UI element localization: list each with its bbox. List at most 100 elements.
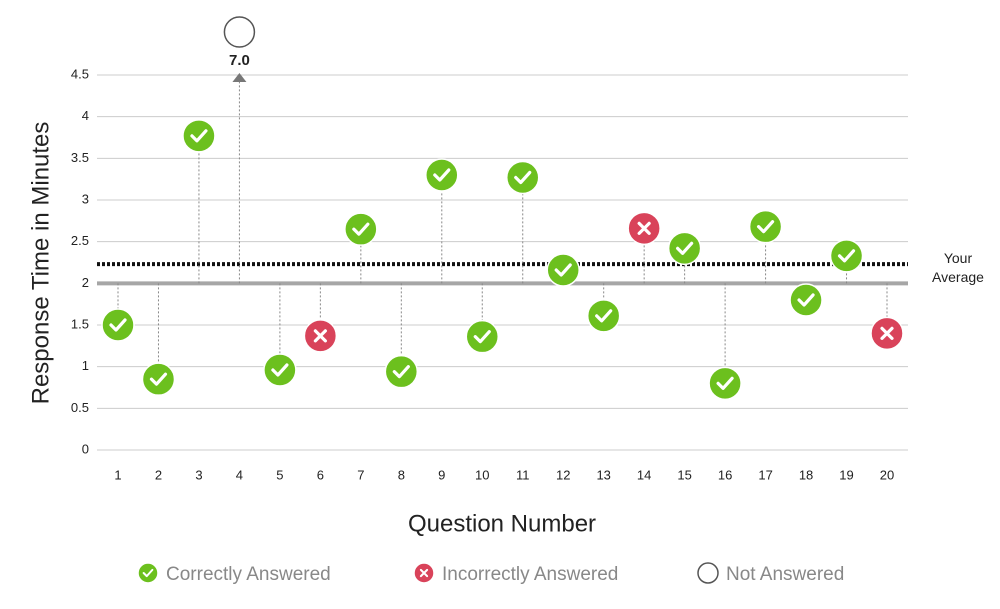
marker-circle xyxy=(465,319,500,354)
x-tick-label: 7 xyxy=(357,467,364,482)
marker-glyph xyxy=(313,329,327,343)
marker-circle xyxy=(101,308,135,342)
marker-circle xyxy=(223,16,256,48)
marker-glyph xyxy=(716,376,734,390)
y-tick-label: 1.5 xyxy=(71,316,89,331)
marker-glyph xyxy=(433,168,451,182)
marker xyxy=(425,158,459,192)
marker xyxy=(586,299,621,333)
marker-circle xyxy=(384,354,419,389)
x-axis-label: Question Number xyxy=(408,510,596,537)
legend-item: Not Answered xyxy=(697,562,844,585)
marker xyxy=(708,366,742,401)
marker xyxy=(627,211,661,246)
marker xyxy=(789,283,823,317)
marker-circle xyxy=(546,253,580,287)
marker-glyph xyxy=(109,318,127,332)
marker xyxy=(870,316,904,351)
y-tick-label: 2.5 xyxy=(71,233,89,248)
marker-circle xyxy=(505,160,540,195)
x-tick-label: 18 xyxy=(799,467,813,482)
x-tick-label: 6 xyxy=(317,467,324,482)
marker-glyph xyxy=(352,222,370,236)
legend-item: Incorrectly Answered xyxy=(413,562,618,585)
marker-glyph xyxy=(676,241,694,255)
y-tick-label: 3 xyxy=(82,191,89,206)
marker-glyph xyxy=(473,330,491,344)
marker-circle xyxy=(425,158,459,192)
y-tick-label: 4 xyxy=(82,108,89,123)
x-tick-label: 16 xyxy=(718,467,732,482)
overflow-arrow xyxy=(232,73,247,82)
marker-glyph xyxy=(756,220,775,234)
marker-glyph xyxy=(797,293,815,307)
marker xyxy=(303,319,338,353)
marker xyxy=(384,354,419,389)
marker-glyph xyxy=(271,363,289,377)
marker-glyph xyxy=(880,326,894,340)
x-tick-label: 12 xyxy=(556,467,570,482)
y-tick-label: 2 xyxy=(82,275,89,290)
legend-label: Incorrectly Answered xyxy=(442,564,618,585)
y-tick-label: 4.5 xyxy=(71,66,89,81)
marker xyxy=(137,562,159,584)
marker xyxy=(344,212,378,246)
marker xyxy=(829,239,864,273)
marker-glyph xyxy=(595,309,613,323)
marker-circle xyxy=(182,119,216,153)
marker-circle xyxy=(137,562,159,584)
marker xyxy=(182,119,216,153)
legend-label: Not Answered xyxy=(726,564,844,585)
marker-glyph xyxy=(637,221,651,235)
y-tick-label: 3.5 xyxy=(71,150,89,165)
marker-circle xyxy=(586,299,621,333)
marker-circle xyxy=(708,366,742,401)
marker-circle xyxy=(667,231,702,266)
marker-glyph xyxy=(149,372,168,386)
marker-circle xyxy=(344,212,378,246)
y-tick-label: 0.5 xyxy=(71,400,89,415)
marker-glyph xyxy=(837,249,856,263)
x-tick-label: 9 xyxy=(438,467,445,482)
marker-glyph xyxy=(190,129,208,143)
marker-circle xyxy=(697,562,719,584)
x-tick-label: 15 xyxy=(677,467,691,482)
x-tick-label: 5 xyxy=(276,467,283,482)
x-tick-label: 19 xyxy=(839,467,853,482)
marker-glyph xyxy=(392,365,410,379)
marker-circle xyxy=(141,362,176,396)
marker xyxy=(667,231,702,266)
x-tick-label: 8 xyxy=(398,467,405,482)
marker xyxy=(263,353,297,387)
average-label: Your Average xyxy=(932,250,984,286)
marker xyxy=(546,253,580,287)
legend-item: Correctly Answered xyxy=(137,562,331,585)
marker xyxy=(101,308,135,342)
marker-circle xyxy=(789,283,823,317)
legend-label: Correctly Answered xyxy=(166,564,331,585)
marker-glyph xyxy=(514,170,532,185)
x-tick-label: 13 xyxy=(596,467,610,482)
x-tick-label: 4 xyxy=(236,467,243,482)
x-tick-label: 1 xyxy=(114,467,121,482)
marker-circle xyxy=(829,239,864,273)
value-label: 7.0 xyxy=(229,52,250,69)
marker xyxy=(748,209,783,244)
x-tick-label: 3 xyxy=(195,467,202,482)
y-axis-label: Response Time in Minutes xyxy=(27,122,54,405)
x-tick-label: 11 xyxy=(516,467,530,482)
x-tick-label: 14 xyxy=(637,467,651,482)
x-tick-label: 10 xyxy=(475,467,489,482)
x-tick-label: 17 xyxy=(758,467,772,482)
marker xyxy=(697,562,719,584)
marker xyxy=(505,160,540,195)
marker-glyph xyxy=(554,263,572,277)
marker xyxy=(413,562,435,584)
marker-glyph xyxy=(419,568,429,578)
y-tick-label: 0 xyxy=(82,441,89,456)
x-tick-label: 20 xyxy=(880,467,894,482)
marker-circle xyxy=(748,209,783,244)
marker-circle xyxy=(263,353,297,387)
